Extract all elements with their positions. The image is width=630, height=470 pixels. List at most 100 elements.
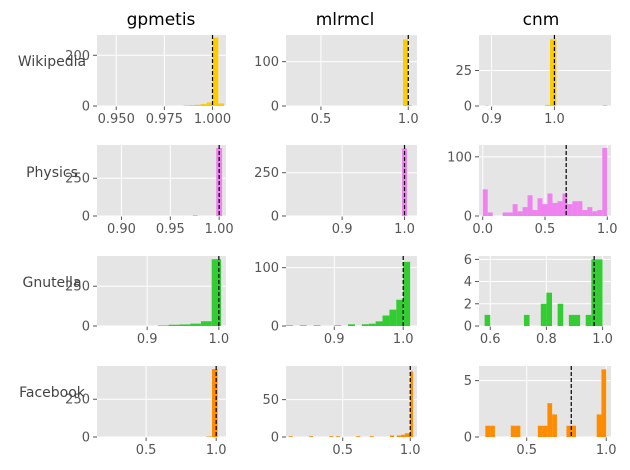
- histogram-bar: [568, 314, 575, 326]
- histogram-bar: [537, 198, 543, 216]
- histogram-bar: [389, 309, 397, 326]
- column-title-gpmetis: gpmetis: [127, 10, 196, 30]
- y-tick-label: 0: [271, 431, 279, 446]
- x-tick-label: 1.00: [205, 222, 234, 237]
- histogram-bar: [597, 210, 603, 216]
- x-tick-label: 1.0: [393, 332, 414, 347]
- x-tick-label: 0.5: [535, 222, 556, 237]
- histogram-bar: [190, 323, 201, 326]
- histogram-bar: [571, 425, 577, 437]
- histogram-bar: [206, 436, 212, 438]
- plot-area-facebook-mlrmcl: [286, 366, 417, 437]
- histogram-bar: [487, 212, 493, 216]
- histogram-bar: [356, 436, 361, 437]
- histogram-bar: [334, 325, 342, 326]
- histogram-bar: [404, 433, 411, 437]
- histogram-bar: [545, 104, 551, 106]
- histogram-bar: [299, 325, 307, 326]
- histogram-bar: [547, 403, 553, 437]
- y-tick-label: 0: [82, 100, 90, 115]
- x-tick-label: 1.0: [400, 443, 421, 458]
- histogram-bar: [375, 321, 383, 326]
- histogram-bar: [574, 314, 581, 326]
- row-label-facebook: Facebook: [19, 385, 86, 401]
- column-title-cnm: cnm: [523, 10, 560, 30]
- histogram-bar: [550, 39, 557, 107]
- histogram-bar: [515, 425, 521, 437]
- histogram-bar: [313, 325, 321, 326]
- histogram-bar: [596, 414, 602, 437]
- histogram-bar: [211, 369, 218, 437]
- y-tick-label: 0: [271, 100, 279, 115]
- histogram-bar: [206, 102, 213, 106]
- histogram-bar: [585, 314, 592, 326]
- x-tick-label: 1.0: [206, 443, 227, 458]
- x-tick-label: 0.950: [98, 112, 135, 127]
- histogram-bar: [368, 323, 376, 326]
- x-tick-label: 0.5: [311, 112, 332, 127]
- plot-area-physics-gpmetis: [97, 145, 226, 216]
- x-tick-label: 0.0: [472, 222, 493, 237]
- histogram-bar: [168, 324, 180, 326]
- histogram-bar: [557, 303, 564, 326]
- panel-wikipedia-gpmetis: 0.950 0.975 1.000 0 200: [65, 35, 231, 127]
- histogram-bar: [157, 325, 169, 327]
- panel-wikipedia-mlrmcl: 0.5 1.0 0 100: [254, 35, 419, 127]
- histogram-bar: [189, 105, 196, 106]
- plot-area-facebook-cnm: [479, 366, 611, 437]
- histogram-bar: [482, 189, 488, 216]
- x-tick-label: 0.975: [146, 112, 183, 127]
- histogram-bar: [552, 414, 557, 437]
- x-tick-label: 0.5: [332, 443, 353, 458]
- histogram-bar: [601, 369, 607, 437]
- histogram-bar: [592, 211, 598, 216]
- histogram-bar: [200, 321, 212, 326]
- panel-facebook-mlrmcl: 0.5 1.0 0 50: [262, 366, 421, 458]
- histogram-bar: [410, 371, 413, 437]
- histogram-bar: [577, 201, 583, 216]
- x-tick-label: 1.000: [194, 112, 231, 127]
- x-tick-label: 1.0: [398, 112, 419, 127]
- histogram-bar: [567, 204, 573, 216]
- column-title-mlrmcl: mlrmcl: [316, 10, 375, 30]
- histogram-bar: [602, 147, 608, 216]
- histogram-bar: [408, 105, 412, 106]
- histogram-bar: [546, 292, 553, 326]
- x-tick-label: 0.8: [536, 332, 557, 347]
- histogram-bar: [329, 436, 334, 437]
- y-tick-label: 4: [464, 275, 472, 290]
- y-tick-label: 0: [82, 431, 90, 446]
- histogram-bar: [286, 325, 293, 326]
- histogram-bar: [183, 105, 190, 106]
- x-tick-label: 0.6: [480, 332, 501, 347]
- histogram-bar: [537, 425, 543, 437]
- y-tick-label: 250: [65, 172, 90, 187]
- histogram-bar: [369, 436, 374, 437]
- histogram-bar: [572, 201, 578, 216]
- row-label-wikipedia: Wikipedia: [18, 54, 86, 70]
- plot-area-wikipedia-gpmetis: [97, 35, 226, 106]
- histogram-bar: [179, 324, 191, 326]
- y-tick-label: 0: [464, 100, 472, 115]
- histogram-bar: [192, 215, 198, 216]
- panel-wikipedia-cnm: 0.9 1.0 0 25: [455, 35, 611, 127]
- column-titles: gpmetis mlrmcl cnm: [127, 10, 560, 30]
- panel-physics-mlrmcl: 0.9 1.0 0 250: [254, 145, 417, 237]
- histogram-bar: [211, 259, 221, 326]
- histogram-bar: [562, 193, 568, 216]
- histogram-bar: [502, 212, 508, 216]
- row-labels: Wikipedia Physics Gnutella Facebook: [18, 54, 86, 401]
- histogram-bar: [566, 425, 572, 437]
- x-tick-label: 0.9: [137, 332, 158, 347]
- y-tick-label: 0: [82, 320, 90, 335]
- x-tick-label: 0.5: [136, 443, 157, 458]
- y-tick-label: 5: [464, 374, 472, 389]
- histogram-bar: [485, 425, 491, 437]
- y-tick-label: 0: [464, 210, 472, 225]
- histogram-bar: [512, 204, 518, 216]
- histogram-bar: [522, 207, 528, 216]
- histogram-bar: [510, 425, 516, 437]
- histogram-bar: [389, 435, 395, 437]
- panel-physics-gpmetis: 0.90 0.95 1.00 0 250: [65, 145, 234, 237]
